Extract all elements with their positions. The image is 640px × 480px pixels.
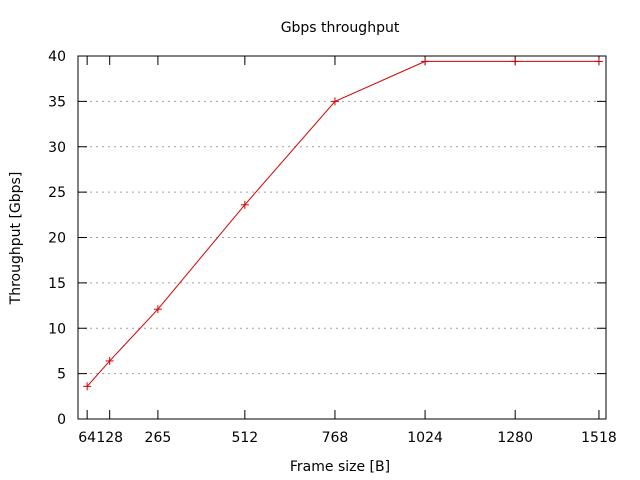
- y-tick-label: 35: [48, 94, 66, 110]
- x-tick-label: 128: [96, 430, 123, 446]
- x-axis-label: Frame size [B]: [290, 459, 390, 475]
- data-point: [330, 97, 339, 106]
- data-point: [153, 305, 162, 314]
- y-tick-label: 0: [57, 412, 66, 428]
- y-tick-label: 15: [48, 276, 66, 292]
- series-line: [86, 60, 599, 387]
- y-tick-label: 10: [48, 321, 66, 337]
- x-tick-label: 768: [322, 430, 349, 446]
- plot-series: [83, 57, 603, 391]
- y-tick-label: 30: [48, 140, 66, 156]
- y-tick-label: 5: [57, 367, 66, 383]
- y-tick-label: 25: [48, 185, 66, 201]
- data-point: [511, 57, 520, 66]
- y-axis: 0 5 10 15 20 25 30 35 40: [48, 49, 606, 428]
- plot-frame: [77, 55, 607, 420]
- data-point: [421, 57, 430, 66]
- data-point: [83, 382, 92, 391]
- x-tick-label: 1024: [407, 430, 443, 446]
- y-tick-label: 40: [48, 49, 66, 65]
- y-axis-label: Throughput [Gbps]: [8, 172, 24, 306]
- y-tick-label: 20: [48, 231, 66, 247]
- x-tick-label: 1518: [581, 430, 617, 446]
- x-tick-label: 512: [231, 430, 258, 446]
- data-point: [240, 200, 249, 209]
- chart-title: Gbps throughput: [281, 20, 400, 36]
- data-point: [594, 57, 603, 66]
- x-axis: 64 128 265 512 768 1024 1280 1518: [78, 56, 617, 446]
- x-tick-label: 64: [78, 430, 96, 446]
- data-point: [105, 356, 114, 365]
- grid-lines: [78, 100, 606, 375]
- x-tick-label: 1280: [497, 430, 533, 446]
- x-tick-label: 265: [145, 430, 172, 446]
